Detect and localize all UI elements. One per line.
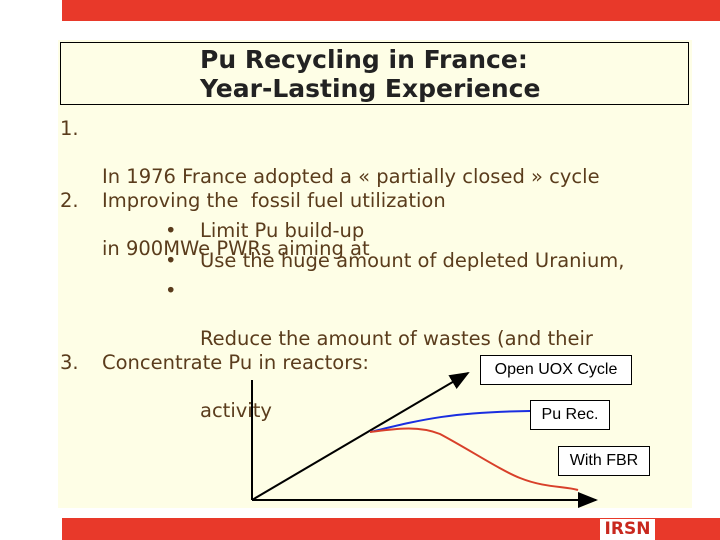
pu-rec-curve: [369, 410, 531, 433]
item-number: 2.: [60, 189, 79, 212]
text-line: in 900MWe PWRs aiming at: [102, 237, 370, 260]
bullet: •: [165, 279, 177, 302]
diagram-label: Pu Rec.: [530, 400, 610, 430]
title-line: Year-Lasting Experience: [200, 74, 541, 103]
text-line: activity: [200, 399, 272, 422]
diagram-label: Open UOX Cycle: [480, 355, 632, 385]
bullet-text: Use the huge amount of depleted Uranium,: [200, 249, 625, 272]
title: Pu Recycling in France: Year-Lasting Exp…: [200, 45, 540, 103]
bottom-bar: [62, 518, 720, 540]
title-line: Pu Recycling in France:: [200, 45, 528, 74]
logo: IRSN: [600, 519, 655, 540]
bullet: •: [165, 249, 177, 272]
open-cycle-line: [251, 371, 470, 501]
item-number: 1.: [60, 117, 79, 140]
text-line: Reduce the amount of wastes (and their: [200, 327, 593, 350]
item-text: Concentrate Pu in reactors:: [102, 351, 369, 374]
bullet-text: Limit Pu build-up: [200, 219, 365, 242]
item-text: Improving the fossil fuel utilization: [102, 189, 446, 212]
top-bar: [62, 0, 720, 21]
item-text: In 1976 France adopted a « partially clo…: [102, 117, 600, 285]
bullet: •: [165, 219, 177, 242]
fbr-curve: [369, 427, 579, 491]
text-line: In 1976 France adopted a « partially clo…: [102, 165, 600, 188]
bullet-text: Reduce the amount of wastes (and their a…: [200, 279, 593, 447]
title-box: [60, 42, 689, 105]
diagram-label: With FBR: [558, 446, 650, 476]
item-number: 3.: [60, 351, 79, 374]
